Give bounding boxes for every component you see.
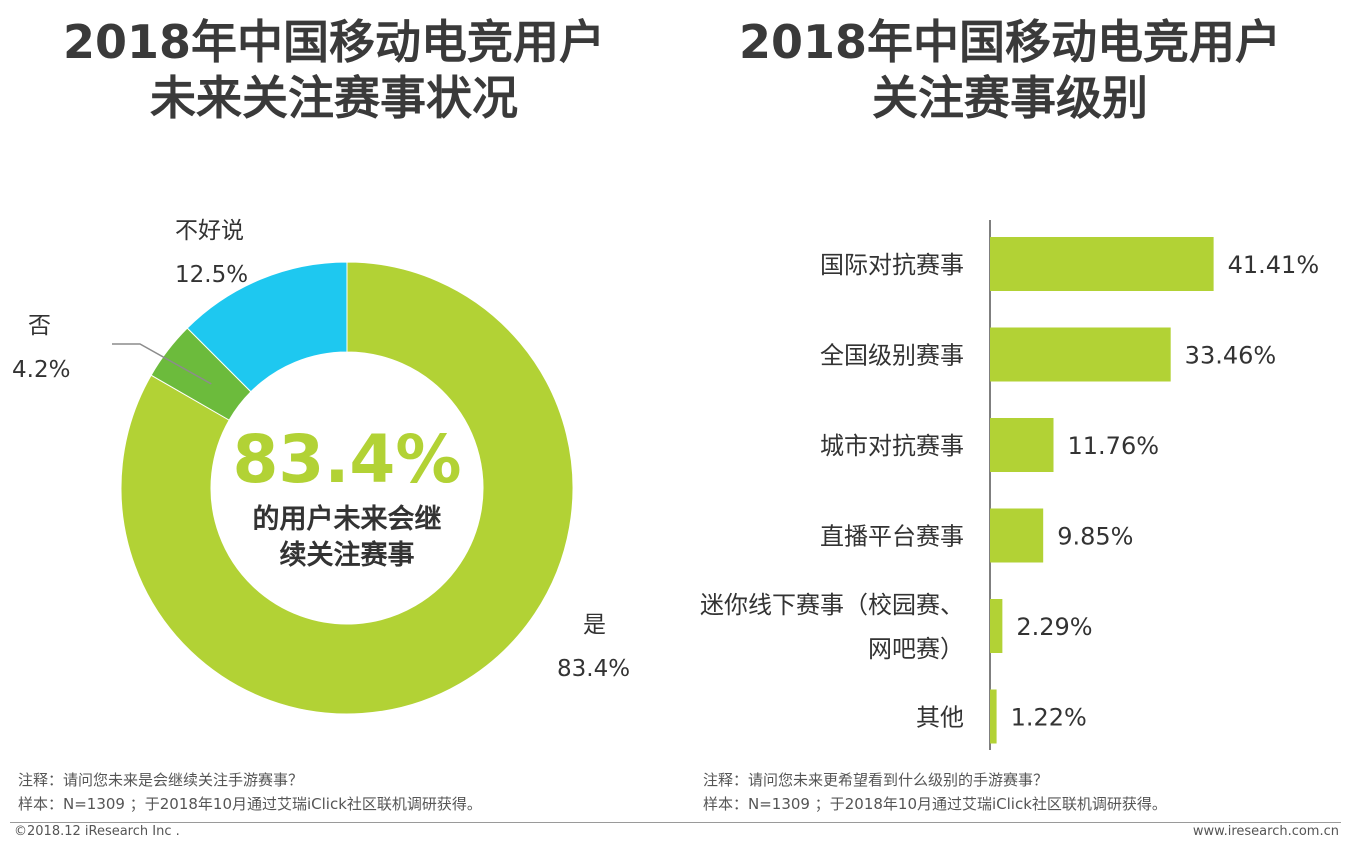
bar-value-label-2: 11.76% xyxy=(1068,432,1160,460)
footer-copyright: ©2018.12 iResearch Inc . xyxy=(14,824,180,839)
bar-0 xyxy=(990,237,1214,291)
left-chart-title: 2018年中国移动电竞用户 未来关注赛事状况 xyxy=(14,14,654,126)
bar-category-label-5: 其他 xyxy=(916,704,964,732)
bar-category-label-4-line0: 迷你线下赛事（校园赛、 xyxy=(700,591,964,619)
bar-category-label-2: 城市对抗赛事 xyxy=(820,432,964,460)
bar-4 xyxy=(990,599,1003,653)
bar-value-label-1: 33.46% xyxy=(1185,342,1277,370)
donut-slice-0 xyxy=(120,261,574,715)
bar-1 xyxy=(990,327,1171,382)
bar-category-label-3: 直播平台赛事 xyxy=(820,523,964,551)
right-title-line2: 关注赛事级别 xyxy=(872,71,1148,125)
slice-value-1: 4.2% xyxy=(12,357,70,383)
right-note-line1: 注释：请问您未来更希望看到什么级别的手游赛事？ xyxy=(703,771,1049,789)
bar-value-label-4: 2.29% xyxy=(1016,613,1092,641)
donut-slice-2 xyxy=(186,261,348,393)
bar-5 xyxy=(990,689,997,744)
left-title-line2: 未来关注赛事状况 xyxy=(150,71,518,125)
bar-chart: 41.41% 国际对抗赛事 33.46% 全国级别赛事 11.76% 城市对抗赛事 9.85… xyxy=(700,220,1320,750)
bar-2 xyxy=(990,418,1054,472)
bar-value-label-0: 41.41% xyxy=(1228,251,1320,279)
bar-value-label-5: 1.22% xyxy=(1011,704,1087,732)
leader-line xyxy=(112,343,212,385)
right-title-line1: 2018年中国移动电竞用户 xyxy=(738,15,1282,69)
left-chart-note: 注释：请问您未来是会继续关注手游赛事？ 样本：N=1309 ；于2018年10月… xyxy=(18,768,482,816)
slice-label-2: 不好说 xyxy=(175,218,244,244)
slice-label-0: 是 xyxy=(583,612,606,638)
left-title-line1: 2018年中国移动电竞用户 xyxy=(62,15,606,69)
center-value: 83.4% xyxy=(233,421,462,498)
slice-value-2: 12.5% xyxy=(175,262,248,288)
left-note-line2: 样本：N=1309 ；于2018年10月通过艾瑞iClick社区联机调研获得。 xyxy=(18,795,482,813)
bar-category-label-0: 国际对抗赛事 xyxy=(820,251,964,279)
center-text-line1: 的用户未来会继 xyxy=(253,503,442,535)
bar-value-label-3: 9.85% xyxy=(1057,523,1133,551)
right-chart-title: 2018年中国移动电竞用户 关注赛事级别 xyxy=(690,14,1330,126)
left-note-line1: 注释：请问您未来是会继续关注手游赛事？ xyxy=(18,771,304,789)
bar-category-label-4-line1: 网吧赛） xyxy=(868,635,964,663)
slice-label-1: 否 xyxy=(28,313,51,339)
right-note-line2: 样本：N=1309 ；于2018年10月通过艾瑞iClick社区联机调研获得。 xyxy=(703,795,1167,813)
slice-value-0: 83.4% xyxy=(557,656,630,682)
bar-3 xyxy=(990,508,1044,563)
footer-website[interactable]: www.iresearch.com.cn xyxy=(1192,824,1339,839)
right-chart-note: 注释：请问您未来更希望看到什么级别的手游赛事？ 样本：N=1309 ；于2018… xyxy=(703,768,1167,816)
bar-category-label-1: 全国级别赛事 xyxy=(820,342,964,370)
footer-divider xyxy=(10,822,1341,823)
center-text-line2: 续关注赛事 xyxy=(280,539,415,571)
